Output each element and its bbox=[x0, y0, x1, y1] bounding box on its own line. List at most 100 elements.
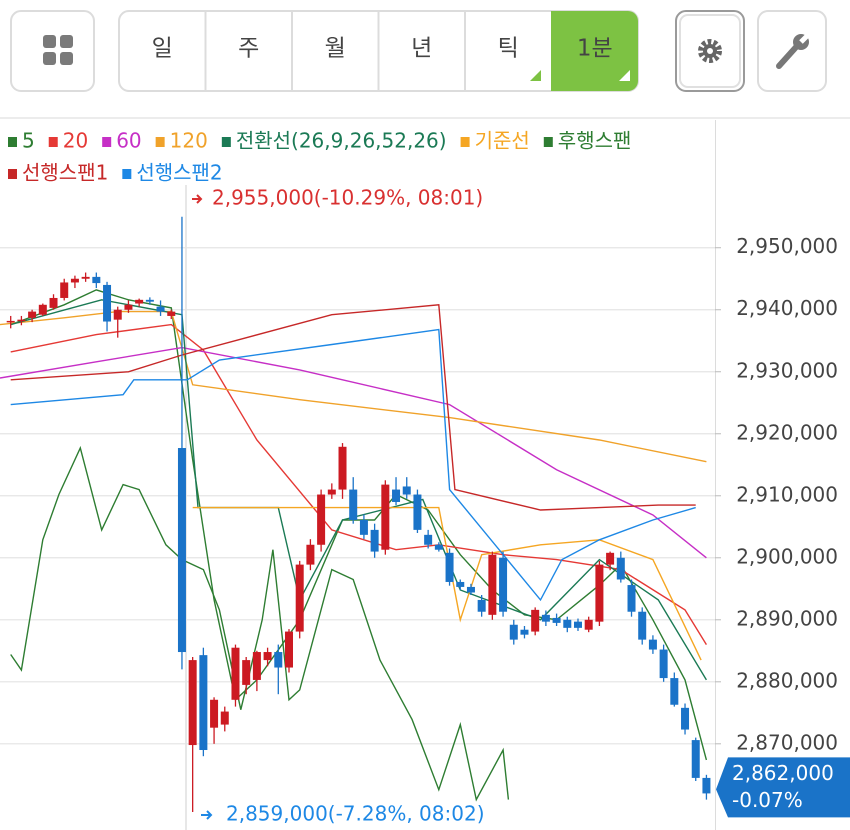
candle-body bbox=[531, 609, 540, 632]
candle-body bbox=[231, 647, 240, 700]
candle-body bbox=[295, 564, 304, 632]
candle-body bbox=[252, 652, 261, 680]
candle-body bbox=[70, 278, 79, 283]
y-tick-label: 2,920,000 bbox=[736, 420, 838, 444]
candle-body bbox=[220, 711, 229, 725]
candle-body bbox=[359, 519, 368, 535]
candle-body bbox=[552, 617, 561, 623]
price-box bbox=[716, 757, 850, 818]
candle-body bbox=[338, 446, 347, 490]
candle-body bbox=[349, 489, 358, 520]
candle-body bbox=[6, 320, 15, 323]
candle-body bbox=[381, 484, 390, 550]
candle-body bbox=[616, 557, 625, 580]
indicator-line bbox=[0, 346, 707, 559]
candle-body bbox=[103, 284, 112, 322]
last-price: 2,862,000 -0.07% bbox=[716, 757, 850, 818]
indicator-line bbox=[192, 506, 702, 661]
legend-marker bbox=[122, 169, 132, 179]
indicator-line bbox=[10, 304, 696, 511]
candle-body bbox=[317, 494, 326, 545]
indicator-line bbox=[10, 289, 708, 761]
legend-label: 5 bbox=[22, 129, 35, 153]
candle-body bbox=[520, 629, 529, 635]
candle-body bbox=[327, 489, 336, 495]
legend-label: 60 bbox=[116, 129, 141, 153]
candle-body bbox=[28, 311, 37, 318]
period-tab[interactable]: 일 bbox=[152, 36, 173, 62]
period-tab[interactable]: 년 bbox=[411, 36, 432, 62]
candle-body bbox=[113, 309, 122, 320]
indicator-line bbox=[10, 445, 510, 802]
grid: 2,870,000 2,880,000 2,890,000 2,900,000 2,91… bbox=[0, 234, 838, 754]
annotation: 2,859,000(-7.28%, 08:02) bbox=[226, 802, 485, 826]
candle-body bbox=[627, 585, 636, 612]
y-tick-label: 2,900,000 bbox=[736, 544, 838, 568]
candle-body bbox=[199, 655, 208, 751]
y-tick-label: 2,930,000 bbox=[736, 358, 838, 382]
y-tick-label: 2,890,000 bbox=[736, 606, 838, 630]
tools-button[interactable] bbox=[757, 10, 827, 92]
indicator-line bbox=[0, 310, 707, 463]
candle-body bbox=[392, 489, 401, 502]
candles bbox=[6, 216, 711, 813]
low-annotation: 2,859,000(-7.28%, 08:02) bbox=[201, 802, 485, 826]
legend-label: 기준선 bbox=[475, 129, 530, 153]
candle-body bbox=[274, 652, 283, 668]
candle-body bbox=[370, 529, 379, 552]
y-tick-label: 2,950,000 bbox=[736, 234, 838, 258]
candle-body bbox=[402, 486, 411, 495]
indicator-lines bbox=[0, 289, 708, 802]
y-tick-label: 2,910,000 bbox=[736, 482, 838, 506]
candle-body bbox=[124, 304, 133, 310]
candle-body bbox=[681, 707, 690, 730]
candle-body bbox=[156, 306, 165, 312]
candle-body bbox=[210, 699, 219, 728]
candle-body bbox=[177, 448, 186, 653]
candle-body bbox=[563, 619, 572, 628]
candle-body bbox=[488, 554, 497, 615]
candle-body bbox=[573, 621, 582, 628]
candle-body bbox=[17, 319, 26, 322]
candle-body bbox=[691, 740, 700, 778]
candle-body bbox=[702, 777, 711, 794]
candle-body bbox=[509, 624, 518, 640]
period-tab[interactable]: 틱 bbox=[498, 36, 519, 62]
candle-body bbox=[263, 652, 272, 661]
settings-button[interactable] bbox=[675, 10, 745, 92]
candle-body bbox=[466, 586, 475, 593]
period-tab[interactable]: 주 bbox=[238, 36, 259, 62]
candle-body bbox=[167, 311, 176, 316]
candle-body bbox=[49, 297, 58, 308]
legend-marker bbox=[102, 137, 112, 147]
legend-marker bbox=[48, 137, 58, 147]
candle-body bbox=[595, 564, 604, 622]
period-tab[interactable]: 1분 bbox=[577, 36, 613, 62]
candle-body bbox=[60, 282, 69, 298]
candle-body bbox=[424, 534, 433, 545]
high-annotation: 2,955,000(-10.29%, 08:01) bbox=[192, 186, 483, 210]
y-tick-label: 2,940,000 bbox=[736, 296, 838, 320]
candle-body bbox=[135, 299, 144, 304]
candle-body bbox=[445, 552, 454, 582]
candle-body bbox=[670, 678, 679, 705]
legend-marker bbox=[155, 137, 165, 147]
legend-label: 20 bbox=[63, 129, 88, 153]
candle-body bbox=[541, 614, 550, 622]
candle-body bbox=[648, 639, 657, 650]
period-tab[interactable]: 월 bbox=[325, 36, 346, 62]
candle-body bbox=[92, 276, 101, 284]
candle-body bbox=[584, 619, 593, 630]
candle-body bbox=[456, 581, 465, 587]
candle-body bbox=[659, 649, 668, 679]
legend-label: 전환선(26,9,26,52,26) bbox=[236, 129, 447, 153]
grid-menu-button[interactable] bbox=[10, 10, 95, 92]
legend-label: 선행스팬2 bbox=[136, 161, 222, 185]
candle-body bbox=[242, 660, 251, 685]
candle-body bbox=[145, 299, 154, 302]
legend-marker bbox=[221, 137, 231, 147]
candle-body bbox=[434, 544, 443, 550]
